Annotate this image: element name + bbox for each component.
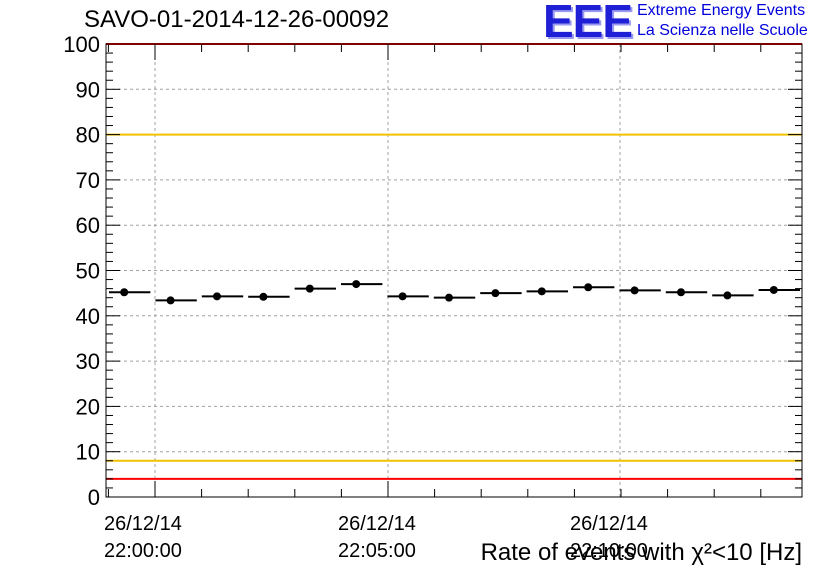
y-tick-label: 60 bbox=[76, 213, 100, 238]
data-point bbox=[677, 288, 685, 297]
data-point bbox=[120, 288, 129, 297]
data-point bbox=[166, 296, 175, 305]
data-point bbox=[305, 284, 314, 293]
y-tick-label: 30 bbox=[76, 349, 100, 374]
y-tick-label: 100 bbox=[63, 32, 100, 57]
x-tick-label-date: 26/12/14 bbox=[338, 513, 416, 535]
x-axis-title: Rate of events with χ²<10 [Hz] bbox=[481, 539, 802, 566]
x-tick-label-date: 26/12/14 bbox=[104, 513, 182, 535]
eee-logo: EEE Extreme Energy Events La Scienza nel… bbox=[543, 0, 833, 50]
run-title: SAVO-01-2014-12-26-00092 bbox=[84, 6, 390, 33]
y-tick-label: 50 bbox=[76, 259, 100, 284]
y-tick-label: 40 bbox=[76, 304, 100, 329]
data-point bbox=[723, 291, 732, 300]
y-tick-label: 20 bbox=[76, 394, 100, 419]
data-point bbox=[213, 292, 221, 301]
y-tick-label: 10 bbox=[76, 440, 100, 465]
x-tick-label-time: 22:00:00 bbox=[104, 540, 182, 562]
y-tick-label: 70 bbox=[76, 168, 100, 193]
data-point bbox=[584, 283, 593, 292]
data-point bbox=[398, 292, 407, 301]
data-point bbox=[630, 286, 639, 295]
x-tick-label-date: 26/12/14 bbox=[570, 513, 648, 535]
x-tick-label-time: 22:10:00 bbox=[570, 540, 648, 562]
data-point bbox=[537, 287, 546, 296]
y-tick-label: 0 bbox=[88, 485, 100, 510]
data-point bbox=[491, 289, 500, 298]
data-point bbox=[769, 285, 778, 294]
data-point bbox=[352, 280, 361, 289]
data-point bbox=[259, 292, 268, 301]
data-point bbox=[445, 293, 453, 302]
logo-subtitle-2: La Scienza nelle Scuole bbox=[637, 22, 808, 39]
y-tick-label: 80 bbox=[76, 123, 100, 148]
eee-logo-mark: EEE bbox=[543, 0, 633, 47]
y-tick-label: 90 bbox=[76, 77, 100, 102]
x-tick-label-time: 22:05:00 bbox=[338, 540, 416, 562]
logo-subtitle-1: Extreme Energy Events bbox=[637, 2, 806, 19]
